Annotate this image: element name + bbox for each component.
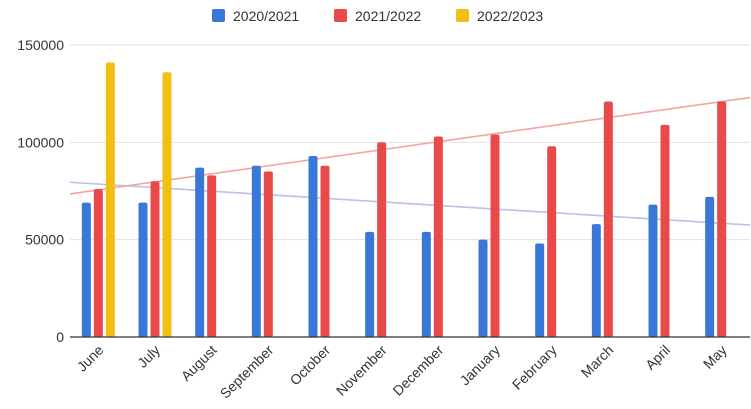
bars (81, 62, 727, 338)
x-tick-label: June (74, 342, 107, 375)
x-tick-label: November (333, 342, 390, 399)
x-tick-label: December (389, 342, 446, 399)
bar-2020-2021-march (591, 224, 601, 337)
bar-2020-2021-august (195, 167, 205, 337)
bar-2020-2021-july (138, 202, 148, 337)
legend-label: 2021/2022 (355, 8, 421, 24)
bar-2021-2022-april (660, 124, 670, 338)
x-tick-label: October (287, 342, 334, 389)
bar-2021-2022-december (433, 136, 443, 337)
y-tick-label: 100000 (17, 134, 64, 150)
legend-swatch (334, 9, 347, 22)
bar-2021-2022-october (320, 165, 330, 337)
trendline-2021-2022 (69, 96, 751, 195)
bar-2020-2021-january (478, 239, 488, 337)
bar-2020-2021-december (421, 231, 431, 337)
bar-2021-2022-september (263, 171, 273, 337)
x-tick-label: January (457, 342, 504, 389)
legend-swatch (456, 9, 469, 22)
bar-2021-2022-march (603, 101, 613, 337)
legend-label: 2020/2021 (233, 8, 299, 24)
trendlines (69, 96, 751, 226)
x-tick-label: May (700, 342, 730, 372)
bar-2020-2021-april (648, 204, 658, 337)
legend-swatch (212, 9, 225, 22)
bar-2020-2021-october (308, 155, 318, 337)
bar-2020-2021-may (705, 196, 715, 337)
bar-2022-2023-july (162, 72, 172, 338)
x-tick-label: July (134, 342, 163, 371)
bar-2020-2021-november (365, 231, 375, 337)
bar-2021-2022-august (207, 175, 217, 337)
y-axis-ticks: 0 50000 100000 150000 (17, 37, 64, 345)
y-tick-label: 50000 (25, 232, 64, 248)
bar-2022-2023-june (105, 62, 115, 338)
bar-2021-2022-july (150, 181, 160, 337)
x-tick-label: September (217, 342, 277, 402)
legend-label: 2022/2023 (477, 8, 543, 24)
bar-2021-2022-june (93, 189, 103, 337)
x-tick-label: April (642, 342, 673, 373)
legend: 2020/2021 2021/2022 2022/2023 (212, 8, 543, 24)
bar-2020-2021-june (81, 202, 91, 337)
y-tick-label: 150000 (17, 37, 64, 53)
bar-2021-2022-january (490, 134, 500, 337)
x-tick-label: August (178, 342, 220, 384)
trendline-2020-2021 (69, 181, 751, 226)
gridlines (70, 44, 750, 241)
x-tick-label: March (578, 342, 617, 381)
y-tick-label: 0 (56, 329, 64, 345)
bar-2020-2021-september (251, 165, 261, 337)
x-tick-label: February (509, 342, 560, 393)
bar-2021-2022-may (717, 101, 727, 337)
bar-2021-2022-february (547, 146, 557, 337)
bar-2021-2022-november (377, 142, 387, 337)
bar-2020-2021-february (535, 243, 545, 337)
